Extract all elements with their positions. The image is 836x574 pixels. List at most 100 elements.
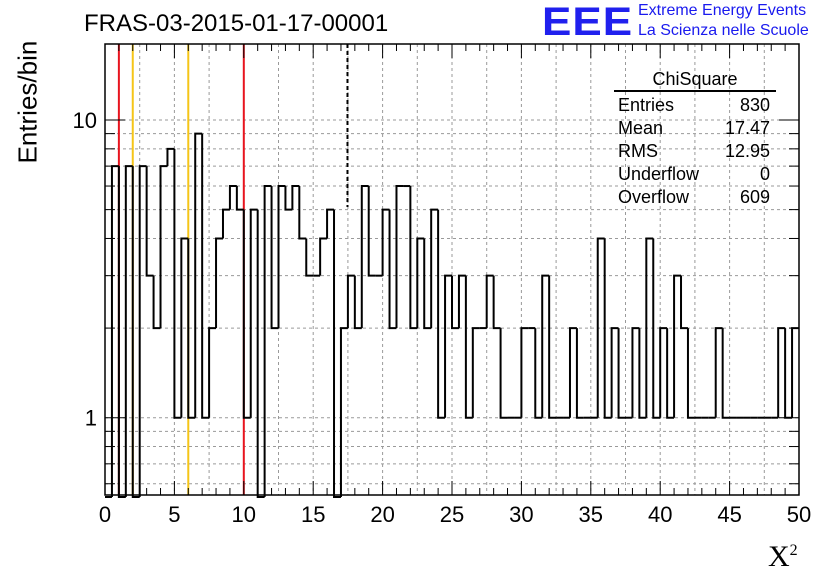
histogram-bin [145, 166, 154, 277]
histogram-bin [548, 275, 557, 419]
histogram-bin [652, 238, 661, 419]
histogram-bin [221, 208, 230, 239]
histogram-bin [520, 327, 529, 418]
histogram-bin [784, 328, 793, 419]
stats-value: 0 [759, 164, 770, 184]
histogram-bin [242, 209, 251, 419]
histogram-bin [138, 165, 147, 497]
histogram-bin [249, 208, 258, 418]
y-tick-label: 1 [85, 406, 97, 431]
histogram-bin [194, 132, 203, 418]
tick-labels: 0 5 10 15 20 25 30 35 40 45 50 1 10 [73, 108, 812, 527]
x-tick-label: 5 [168, 502, 180, 527]
stats-label: Mean [618, 118, 664, 138]
histogram-bin [284, 186, 293, 211]
histogram-bin [673, 274, 682, 418]
stats-row-entries: Entries 830 [612, 94, 778, 117]
histogram-bin [395, 185, 404, 329]
histogram-bin [617, 328, 626, 419]
histogram-bin [367, 186, 376, 277]
histogram-bin [492, 275, 501, 330]
histogram-bin [381, 208, 390, 276]
histogram-bin [166, 147, 175, 167]
histogram-bin [416, 237, 425, 329]
histogram-bin [201, 133, 210, 419]
histogram-bin [298, 186, 307, 240]
histogram-bin [568, 327, 577, 418]
histogram-bin [437, 209, 446, 419]
histogram-bin [173, 148, 182, 419]
stats-title: ChiSquare [614, 68, 776, 92]
histogram-bin [721, 328, 730, 419]
x-axis-label-sup: 2 [789, 542, 798, 559]
histogram-bin [638, 328, 647, 419]
histogram-bin [603, 238, 612, 419]
x-tick-label: 15 [301, 502, 325, 527]
x-tick-label: 35 [579, 502, 603, 527]
histogram-bin [215, 237, 223, 329]
axis-ticks [104, 44, 800, 495]
histogram-bin [680, 275, 688, 330]
x-tick-label: 45 [717, 502, 741, 527]
histogram-bin [117, 166, 126, 498]
histogram-bin [124, 165, 133, 497]
histogram-bin [388, 209, 397, 330]
histogram-bin [791, 327, 799, 418]
histogram-bin [645, 237, 654, 418]
grid [105, 44, 799, 495]
x-tick-label: 40 [648, 502, 672, 527]
histogram-bars [105, 132, 799, 498]
stats-value: 830 [739, 95, 770, 115]
stats-label: RMS [618, 141, 658, 161]
logo-line-2: La Scienza nelle Scuole [638, 22, 809, 39]
histogram-bin [180, 237, 189, 418]
histogram-bin [263, 185, 272, 497]
histogram-bin [471, 327, 480, 418]
histogram-bin [339, 327, 348, 497]
y-tick-label: 10 [73, 108, 97, 133]
histogram-bin [464, 275, 473, 419]
histogram-bin [686, 328, 695, 419]
x-tick-label: 50 [787, 502, 811, 527]
x-tick-label: 0 [99, 502, 111, 527]
histogram-bin [346, 274, 355, 329]
histogram-bin [353, 275, 362, 330]
histogram-bin [499, 328, 508, 419]
x-axis-label-main: X [768, 540, 790, 573]
histogram-bin [631, 327, 640, 418]
histogram-bin [541, 274, 550, 418]
histogram-bin [360, 185, 369, 329]
histogram-bin [228, 185, 237, 210]
stats-row-overflow: Overflow 609 [612, 186, 778, 209]
stats-box: ChiSquare Entries 830 Mean 17.47 RMS 12.95 … [612, 68, 778, 209]
chart-title: FRAS-03-2015-01-17-00001 [84, 10, 389, 37]
stats-row-underflow: Underflow 0 [612, 163, 778, 186]
x-tick-label: 20 [370, 502, 394, 527]
histogram-bin [596, 237, 605, 418]
histogram-bin [110, 165, 119, 497]
histogram-bin [187, 238, 196, 419]
histogram-bin [666, 328, 675, 419]
histogram-bin [610, 327, 619, 418]
histogram-bin [714, 327, 723, 418]
logo-line-1: Extreme Energy Events [638, 2, 807, 19]
histogram-bin [444, 274, 452, 418]
stats-label: Entries [618, 95, 675, 115]
x-tick-label: 10 [232, 502, 256, 527]
histogram-bin [256, 209, 265, 498]
histogram-bin [333, 209, 341, 498]
histogram-bin [423, 238, 432, 330]
x-tick-label: 25 [440, 502, 464, 527]
stats-value: 17.47 [724, 118, 770, 138]
stats-row-rms: RMS 12.95 [612, 140, 778, 163]
histogram-bin [319, 237, 328, 276]
histogram-bin [152, 275, 161, 330]
histogram-bin [235, 186, 244, 211]
histogram-bin [131, 166, 140, 498]
x-axis-label: X2 [768, 540, 798, 574]
histogram-bin [430, 208, 439, 329]
stats-label: Overflow [618, 187, 690, 207]
histogram-bin [409, 186, 418, 330]
stats-value: 12.95 [724, 141, 770, 161]
histogram-bin [277, 185, 286, 329]
